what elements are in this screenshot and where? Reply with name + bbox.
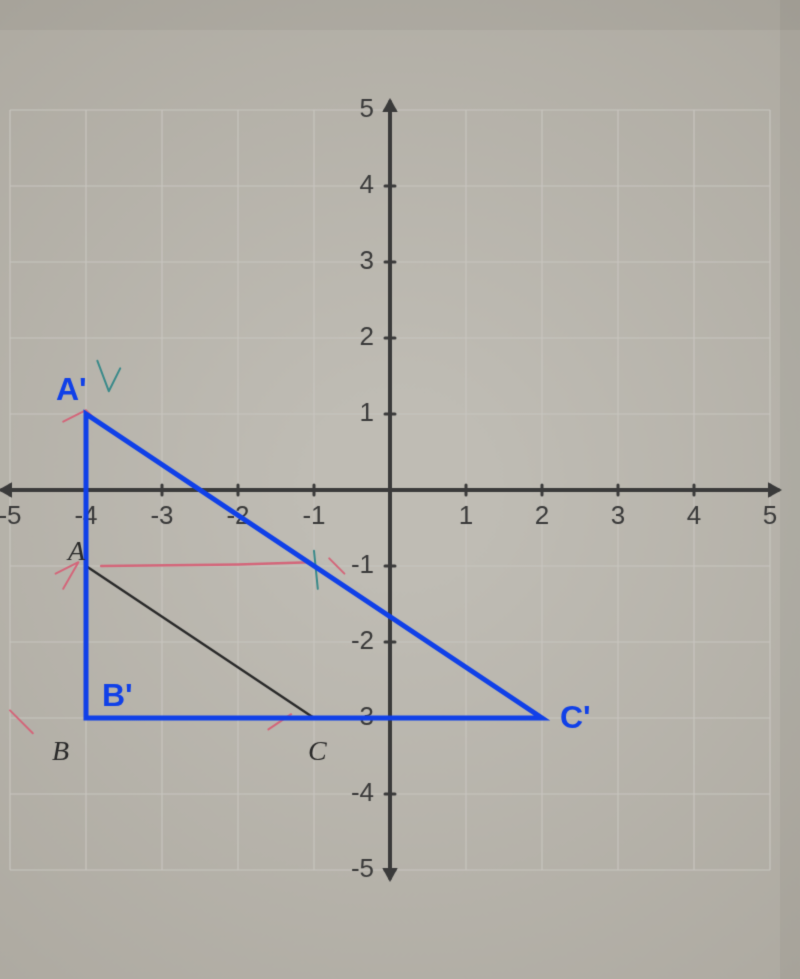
coordinate-plane-canvas (0, 0, 800, 979)
